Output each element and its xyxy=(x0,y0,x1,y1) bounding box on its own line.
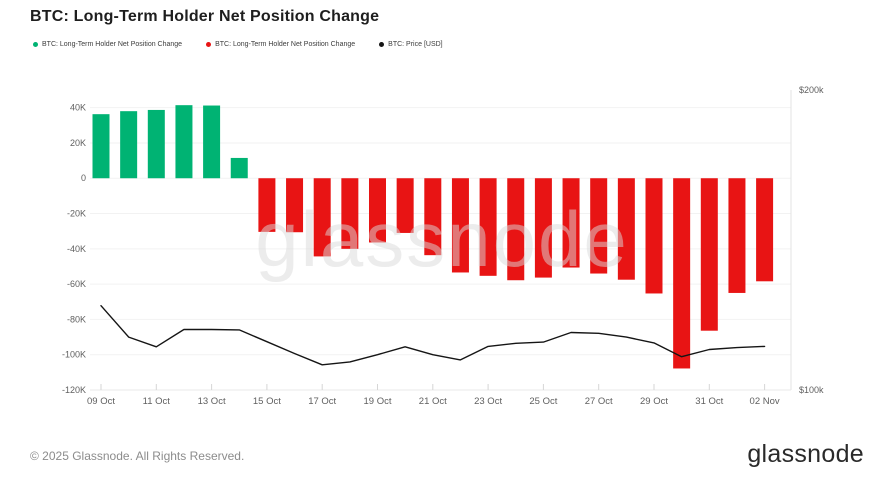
left-axis-tick-label: -40K xyxy=(67,244,86,254)
x-axis-tick-label: 15 Oct xyxy=(253,396,281,407)
x-axis-tick-label: 19 Oct xyxy=(364,396,392,407)
net-position-bar[interactable] xyxy=(728,178,746,293)
net-position-bar[interactable] xyxy=(396,178,414,233)
x-axis-tick-label: 11 Oct xyxy=(143,396,171,407)
net-position-bar[interactable] xyxy=(507,178,525,281)
net-position-bar[interactable] xyxy=(451,178,469,273)
x-axis-tick-label: 23 Oct xyxy=(474,396,502,407)
x-axis-tick-label: 31 Oct xyxy=(695,396,723,407)
legend-item-2[interactable]: BTC: Price [USD] xyxy=(379,41,443,48)
right-axis-tick-label: $200k xyxy=(799,85,824,95)
x-axis-tick-label: 02 Nov xyxy=(750,396,780,407)
copyright-text: © 2025 Glassnode. All Rights Reserved. xyxy=(30,449,245,463)
net-position-bar[interactable] xyxy=(369,178,386,243)
x-axis-tick-label: 25 Oct xyxy=(529,396,557,407)
x-axis-tick-label: 09 Oct xyxy=(87,396,115,407)
watermark-text: glassnode xyxy=(255,195,629,283)
left-axis-tick-label: -60K xyxy=(67,279,86,289)
net-position-bar[interactable] xyxy=(756,178,774,282)
net-position-bar[interactable] xyxy=(673,178,691,369)
legend-item-label: BTC: Long-Term Holder Net Position Chang… xyxy=(215,41,356,48)
net-position-bar[interactable] xyxy=(590,178,608,274)
net-position-bar[interactable] xyxy=(230,157,248,179)
net-position-bar[interactable] xyxy=(286,178,304,233)
glassnode-logo: glassnode xyxy=(747,440,864,468)
net-position-bar[interactable] xyxy=(617,178,635,280)
net-position-bar[interactable] xyxy=(313,178,331,257)
net-position-bar[interactable] xyxy=(120,111,138,179)
net-position-bar[interactable] xyxy=(147,109,165,179)
page-title: BTC: Long-Term Holder Net Position Chang… xyxy=(30,8,380,25)
x-axis-tick-label: 13 Oct xyxy=(198,396,226,407)
legend-item-0[interactable]: BTC: Long-Term Holder Net Position Chang… xyxy=(33,41,182,48)
right-axis-tick-label: $100k xyxy=(799,385,824,395)
left-axis-tick-label: 20K xyxy=(70,138,86,148)
left-axis-tick-label: -80K xyxy=(67,314,86,324)
left-axis-tick-label: -120K xyxy=(62,385,86,395)
legend-dot-icon xyxy=(33,42,38,47)
net-position-bar[interactable] xyxy=(175,105,193,179)
left-axis-tick-label: 0 xyxy=(81,173,86,183)
price-line[interactable] xyxy=(100,305,766,366)
net-position-bar[interactable] xyxy=(92,114,110,179)
legend-item-label: BTC: Long-Term Holder Net Position Chang… xyxy=(42,41,183,48)
net-position-bar[interactable] xyxy=(258,178,276,232)
left-axis-tick-label: -100K xyxy=(62,350,86,360)
x-axis-tick-label: 27 Oct xyxy=(585,396,613,407)
legend-item-label: BTC: Price [USD] xyxy=(388,41,443,48)
net-position-bar[interactable] xyxy=(424,178,442,256)
net-position-bar[interactable] xyxy=(341,178,359,249)
left-axis-tick-label: 40K xyxy=(70,103,86,113)
x-axis-tick-label: 29 Oct xyxy=(640,396,668,407)
legend-item-1[interactable]: BTC: Long-Term Holder Net Position Chang… xyxy=(206,41,355,48)
net-position-bar[interactable] xyxy=(562,178,580,268)
x-axis-tick-label: 17 Oct xyxy=(308,396,336,407)
net-position-bar[interactable] xyxy=(203,105,221,179)
x-axis-tick-label: 21 Oct xyxy=(419,396,447,407)
legend-dot-icon xyxy=(379,42,385,47)
legend-dot-icon xyxy=(206,42,212,47)
net-position-bar[interactable] xyxy=(700,178,718,331)
left-axis-tick-label: -20K xyxy=(67,209,86,219)
net-position-bar[interactable] xyxy=(534,178,552,278)
net-position-bar[interactable] xyxy=(479,178,497,276)
chart-legend: BTC: Long-Term Holder Net Position Chang… xyxy=(33,41,443,48)
net-position-bar[interactable] xyxy=(645,178,663,294)
